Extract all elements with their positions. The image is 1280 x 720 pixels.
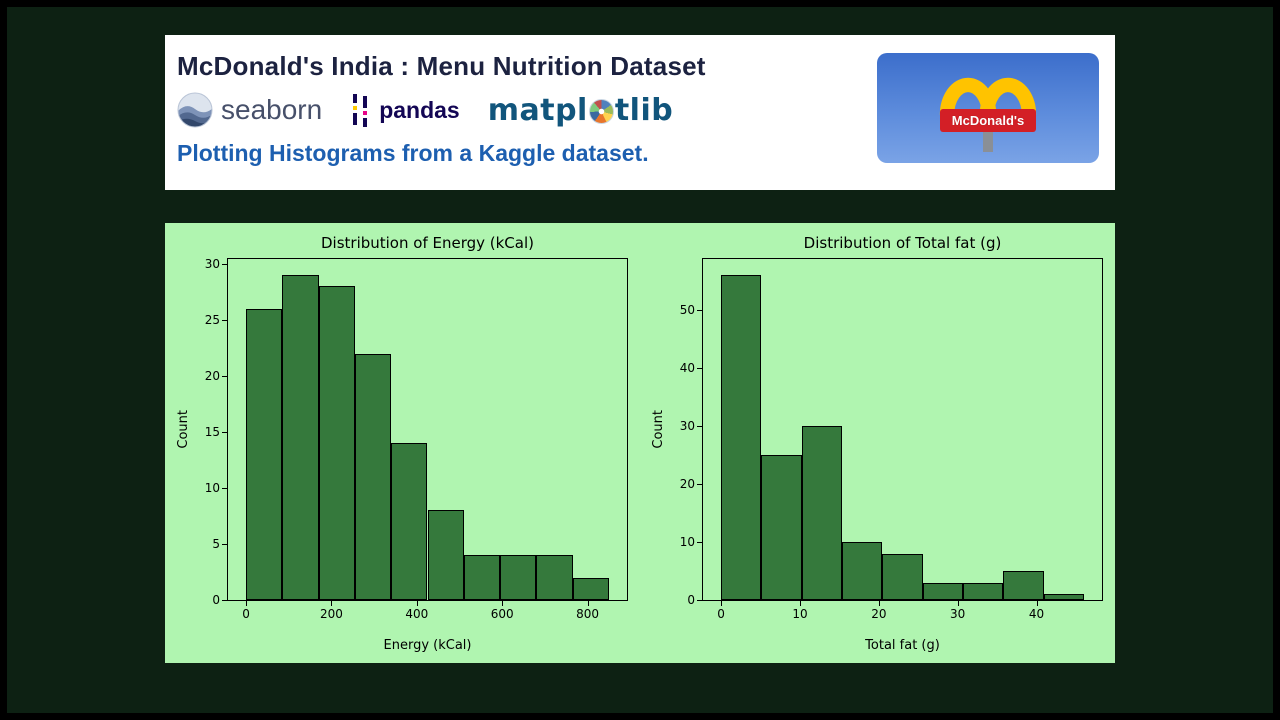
x-tick-mark (799, 600, 801, 606)
plot-area: 0 10 20 30 40 50 0 10 20 30 40 (680, 258, 1103, 621)
mcdonalds-photo: McDonald's (877, 53, 1099, 163)
x-tick-label: 0 (242, 607, 250, 621)
mcdonalds-arches-icon (939, 77, 1037, 116)
y-tick-mark (697, 542, 703, 543)
x-tick-mark (878, 600, 880, 606)
y-tick-label: 5 (212, 537, 220, 551)
x-tick-mark (502, 600, 504, 606)
y-tick-label: 20 (204, 369, 220, 384)
y-tick-mark (222, 432, 228, 434)
histogram-bar (318, 286, 355, 600)
y-tick-label: 0 (212, 593, 220, 607)
x-tick-label: 30 (950, 607, 966, 621)
x-tick-label: 20 (871, 607, 887, 621)
library-logo-row: seaborn pandas matpl tlib (177, 89, 1115, 131)
seaborn-logo: seaborn (177, 92, 322, 128)
x-tick-label: 40 (1028, 607, 1045, 621)
figure-panel: Distribution of Energy (kCal) Count 0 5 10… (165, 223, 1115, 663)
matplotlib-logo-text-post: tlib (614, 92, 674, 128)
plot-area: 0 5 10 15 20 25 30 0 200 400 600 800 (205, 257, 628, 621)
histogram-bar (463, 555, 501, 600)
chart-title: Distribution of Total fat (g) (803, 234, 1002, 252)
x-tick-label: 400 (405, 607, 429, 621)
pandas-logo-icon (353, 94, 368, 127)
x-tick-label: 800 (576, 607, 599, 621)
x-tick-label: 10 (792, 607, 808, 621)
y-tick-label: 20 (679, 477, 695, 491)
histogram-bar (962, 582, 1004, 600)
pandas-logo-text: pandas (379, 96, 460, 123)
header-banner: McDonald's India : Menu Nutrition Datase… (165, 35, 1115, 190)
y-tick-label: 30 (679, 419, 695, 434)
histogram-bar (801, 426, 843, 600)
chart-totalfat-histogram: Distribution of Total fat (g) Count 0 10 2… (640, 223, 1115, 663)
y-tick-label: 25 (204, 313, 220, 328)
y-tick-mark (697, 600, 703, 601)
y-tick-label: 50 (679, 303, 695, 318)
y-tick-mark (222, 376, 228, 378)
histogram-bar (536, 555, 573, 600)
y-tick-mark (222, 544, 228, 545)
x-tick-mark (416, 600, 418, 606)
x-tick-mark (587, 600, 589, 606)
y-tick-label: 0 (687, 593, 695, 607)
x-tick-mark (721, 600, 723, 606)
pandas-logo: pandas (350, 93, 460, 127)
histogram-bar (391, 443, 428, 600)
seaborn-logo-text: seaborn (221, 94, 323, 125)
histogram-bar (354, 353, 392, 600)
mcdonalds-sign-text: McDonald's (951, 113, 1025, 128)
matplotlib-o-icon (588, 99, 614, 124)
y-tick-label: 10 (204, 481, 220, 495)
histogram-bar (761, 455, 802, 600)
y-tick-mark (222, 488, 228, 489)
histogram-bar (500, 555, 537, 600)
y-axis-label: Count (175, 410, 191, 449)
chart-energy-histogram: Distribution of Energy (kCal) Count 0 5 10… (165, 223, 640, 663)
y-tick-mark (697, 310, 703, 312)
histogram-bar (842, 542, 883, 600)
histogram-bar (882, 553, 923, 600)
subtitle: Plotting Histograms from a Kaggle datase… (177, 140, 649, 166)
x-tick-mark (331, 600, 333, 606)
x-tick-mark (957, 600, 959, 606)
y-tick-mark (697, 368, 703, 370)
y-tick-mark (222, 600, 228, 601)
matplotlib-logo: matpl tlib (488, 93, 674, 128)
mcdonalds-sign: McDonald's (939, 109, 1037, 132)
histogram-bar (1003, 571, 1044, 600)
x-tick-label: 600 (490, 607, 514, 621)
x-tick-label: 0 (717, 607, 725, 621)
histogram-bar (572, 577, 609, 600)
histogram-bar (721, 275, 762, 600)
y-tick-mark (697, 426, 703, 428)
histogram-bar (282, 275, 319, 600)
x-tick-mark (246, 600, 248, 606)
y-tick-mark (222, 320, 228, 322)
y-tick-label: 15 (204, 425, 220, 440)
matplotlib-logo-text-pre: matpl (487, 92, 588, 128)
x-axis-label: Energy (kCal) (383, 638, 472, 653)
x-axis-label: Total fat (g) (865, 638, 940, 653)
histogram-bar (922, 582, 963, 600)
y-tick-label: 10 (679, 535, 695, 549)
histogram-bar (1043, 594, 1084, 600)
page-title: McDonald's India : Menu Nutrition Datase… (177, 51, 706, 81)
y-tick-label: 30 (204, 257, 220, 272)
y-axis-label: Count (650, 410, 666, 449)
y-tick-mark (222, 264, 228, 266)
x-tick-label: 200 (320, 607, 343, 621)
mcdonalds-sign-pole (983, 132, 993, 152)
x-tick-mark (1036, 600, 1038, 606)
seaborn-logo-icon (177, 92, 213, 128)
y-tick-label: 40 (679, 361, 695, 376)
chart-title: Distribution of Energy (kCal) (320, 234, 534, 252)
histogram-bar (427, 510, 464, 600)
histogram-bar (246, 308, 283, 600)
y-tick-mark (697, 484, 703, 485)
